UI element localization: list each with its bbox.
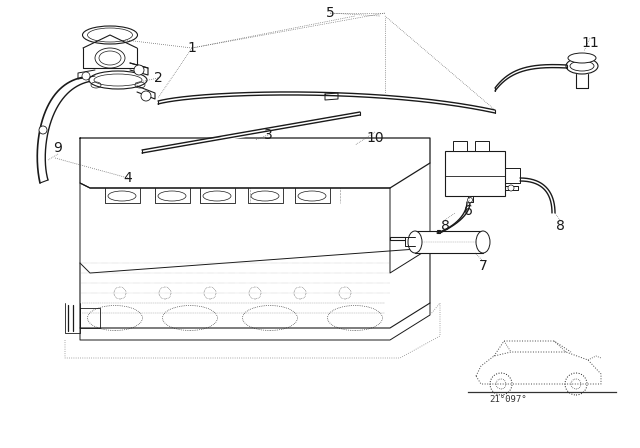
Bar — [415, 231, 483, 253]
Ellipse shape — [476, 231, 490, 253]
Ellipse shape — [89, 71, 147, 89]
Bar — [475, 141, 489, 151]
Text: 10: 10 — [366, 131, 384, 145]
Text: 1: 1 — [188, 41, 196, 55]
Text: 4: 4 — [124, 171, 132, 185]
Ellipse shape — [568, 53, 596, 63]
Circle shape — [134, 65, 144, 75]
Ellipse shape — [83, 26, 138, 44]
Circle shape — [508, 185, 514, 191]
Ellipse shape — [95, 48, 125, 68]
Circle shape — [467, 198, 472, 202]
Text: 8: 8 — [440, 219, 449, 233]
Bar — [445, 151, 505, 196]
Ellipse shape — [408, 231, 422, 253]
Text: 6: 6 — [463, 204, 472, 218]
Text: 21°097°: 21°097° — [489, 395, 527, 404]
Text: 2: 2 — [154, 71, 163, 85]
Circle shape — [39, 126, 47, 134]
Text: 7: 7 — [479, 259, 488, 273]
Text: 5: 5 — [326, 6, 334, 20]
Bar — [453, 141, 467, 151]
Text: 3: 3 — [264, 128, 273, 142]
Text: 11: 11 — [581, 36, 599, 50]
Text: 9: 9 — [54, 141, 63, 155]
Circle shape — [141, 91, 151, 101]
Circle shape — [82, 72, 90, 80]
Text: 8: 8 — [556, 219, 564, 233]
Ellipse shape — [566, 58, 598, 74]
